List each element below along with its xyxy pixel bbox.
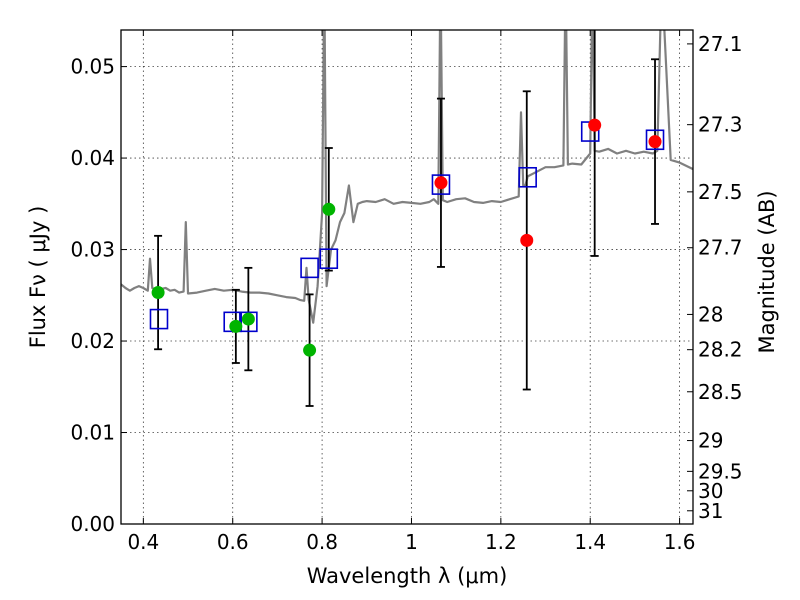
plot-area	[121, 30, 693, 407]
mag-tick-label: 27.7	[698, 236, 743, 260]
y-tick-label: 0.03	[70, 238, 115, 262]
template-spectrum-line	[121, 30, 693, 324]
x-tick-label: 1.6	[664, 530, 696, 554]
model-flux-square	[300, 257, 319, 279]
model-flux-square	[431, 174, 451, 195]
mag-tick-label: 30	[698, 479, 723, 503]
x-tick-label: 0.8	[306, 530, 338, 554]
x-tick-label: 1.2	[485, 530, 517, 554]
mag-tick-label: 27.3	[698, 113, 743, 137]
observed-flux-point	[241, 312, 255, 326]
mag-tick-label: 29.5	[698, 459, 743, 483]
observed-flux-point	[648, 135, 662, 149]
x-tick-label: 1.4	[574, 530, 606, 554]
y-axis-label: Flux Fν ( μJy )	[26, 206, 50, 349]
mag-tick-label: 28	[698, 302, 723, 326]
y2-axis-label: Magnitude (AB)	[755, 190, 779, 353]
observed-flux-point	[151, 286, 165, 300]
grid	[121, 30, 693, 525]
model-flux-square	[319, 248, 339, 270]
model-flux-square	[645, 129, 665, 151]
model-flux-square	[518, 166, 537, 188]
y-tick-label: 0.00	[70, 512, 115, 536]
observed-flux-point	[588, 118, 602, 132]
mag-tick-label: 28.5	[698, 380, 743, 404]
mag-tick-label: 28.2	[698, 338, 743, 362]
mag-tick-label: 31	[698, 499, 723, 523]
x-tick-label: 1	[405, 530, 418, 554]
observed-flux-point	[434, 176, 448, 190]
plot-frame	[120, 29, 694, 525]
y-tick-label: 0.04	[70, 146, 115, 170]
mag-tick-label: 29	[698, 429, 723, 453]
mag-tick-label: 27.5	[698, 180, 743, 204]
x-axis-label: Wavelength λ (μm)	[307, 564, 508, 588]
model-flux-square	[149, 308, 169, 330]
observed-flux-point	[229, 319, 243, 333]
observed-flux-point	[322, 202, 336, 216]
y-tick-label: 0.02	[70, 329, 115, 353]
observed-flux-point	[520, 233, 534, 247]
axis-ticks: 0.4 0.6 0.8 1 1.2 1.4 1.6 0.00 0.01 0.02 0.03 0.04 0…	[70, 30, 743, 554]
x-tick-label: 0.6	[217, 530, 249, 554]
x-tick-label: 0.4	[127, 530, 159, 554]
mag-tick-label: 27.1	[698, 32, 743, 56]
observed-flux-point	[303, 343, 317, 357]
y-tick-label: 0.01	[70, 421, 115, 445]
y-tick-label: 0.05	[70, 55, 115, 79]
